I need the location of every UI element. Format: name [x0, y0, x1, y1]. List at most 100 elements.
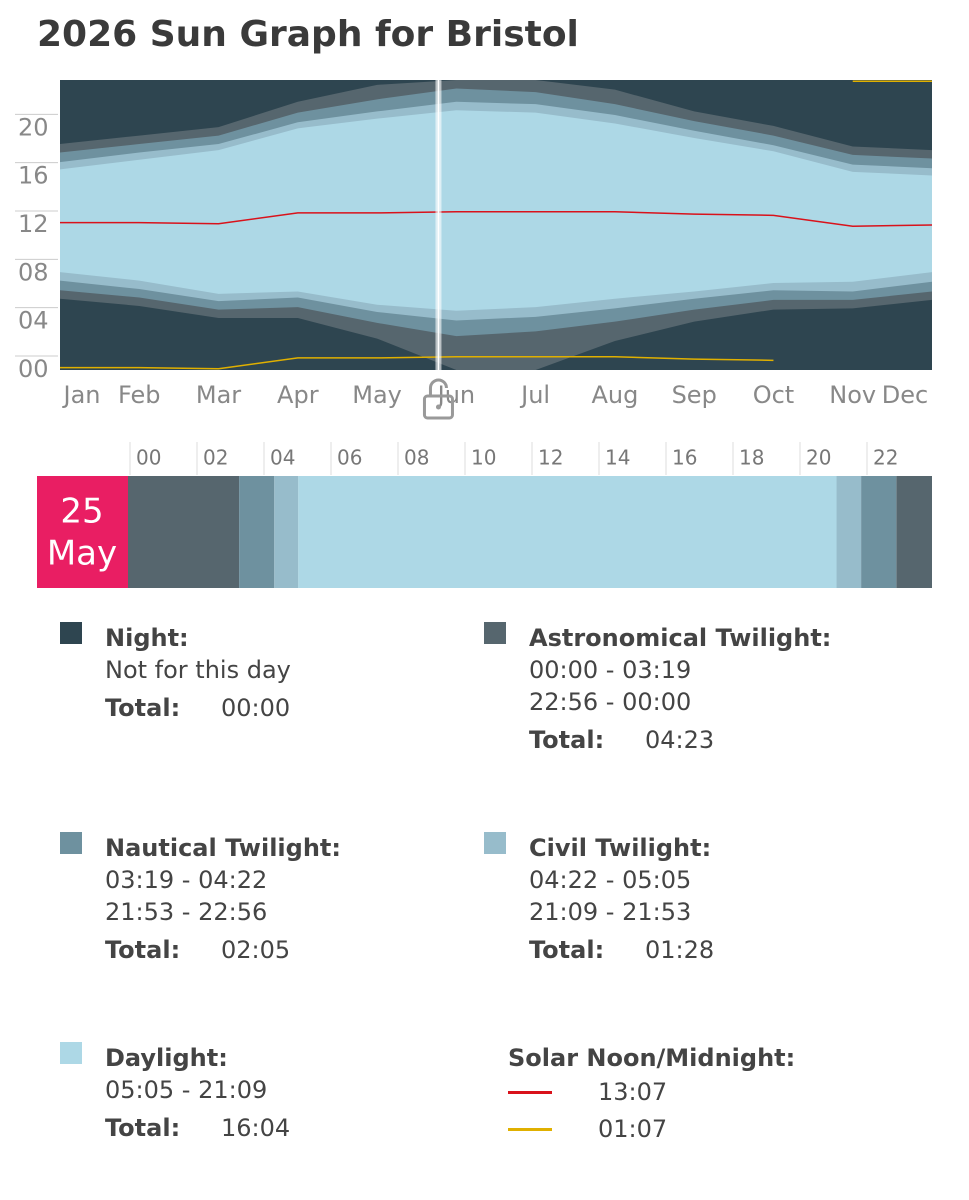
x-tick-label: Sep [672, 381, 717, 409]
lock-icon[interactable] [422, 378, 454, 420]
total-label: Total: [529, 936, 605, 964]
hour-tick-label: 06 [337, 446, 362, 470]
hour-tick-label: 12 [538, 446, 563, 470]
total-label: Total: [105, 1114, 181, 1142]
total-value: 00:00 [221, 694, 291, 722]
solar-swatch [508, 1091, 552, 1094]
legend-line: 05:05 - 21:09 [105, 1076, 268, 1104]
legend-line: 21:53 - 22:56 [105, 898, 268, 926]
solar-value: 01:07 [598, 1115, 668, 1143]
legend-item: Night: Not for this day Total: 00:00 [60, 622, 460, 724]
x-tick-label: Apr [277, 381, 319, 409]
legend-text: Daylight: 05:05 - 21:09 Total: 16:04 [105, 1042, 460, 1144]
day-segment [298, 476, 837, 588]
legend-item: Civil Twilight: 04:22 - 05:05 21:09 - 21:5… [484, 832, 884, 966]
solar-legend: Solar Noon/Midnight: 13:07 01:07 [508, 1042, 908, 1148]
solar-title: Solar Noon/Midnight: [508, 1044, 796, 1072]
hour-tick-label: 10 [471, 446, 496, 470]
total-value: 01:28 [645, 936, 715, 964]
x-tick-label: May [352, 381, 402, 409]
total-value: 04:23 [645, 726, 715, 754]
x-tick-label: Aug [591, 381, 638, 409]
date-month: May [47, 534, 117, 574]
legend-line: Not for this day [105, 656, 291, 684]
legend-swatch [60, 622, 82, 644]
y-tick-label: 20 [18, 113, 49, 141]
legend-title: Night: [105, 624, 189, 652]
legend-line: 00:00 - 03:19 [529, 656, 692, 684]
noon-line [60, 210, 933, 227]
x-tick-label: Nov [829, 381, 876, 409]
date-box [37, 476, 128, 588]
day-segment [896, 476, 932, 588]
legend-total: Total: 16:04 [105, 1112, 460, 1144]
hour-tick-label: 08 [404, 446, 429, 470]
legend-total: Total: 01:28 [529, 934, 884, 966]
hour-tick-label: 04 [270, 446, 295, 470]
lock-hole [435, 404, 441, 410]
day-segment [836, 476, 862, 588]
page-title: 2026 Sun Graph for Bristol [37, 14, 579, 55]
total-value: 02:05 [221, 936, 291, 964]
legend-text: Astronomical Twilight: 00:00 - 03:19 22:56… [529, 622, 884, 756]
solar-row: 13:07 [508, 1074, 908, 1111]
x-tick-label: Oct [753, 381, 795, 409]
legend-total: Total: 04:23 [529, 724, 884, 756]
x-tick-label: Dec [882, 381, 928, 409]
day-segment [861, 476, 897, 588]
y-tick-label: 16 [18, 162, 49, 190]
day-segment [128, 476, 240, 588]
hour-tick-label: 16 [672, 446, 697, 470]
y-tick-label: 00 [18, 355, 49, 383]
hour-tick-label: 00 [136, 446, 161, 470]
y-tick-label: 12 [18, 210, 49, 238]
y-tick-label: 08 [18, 258, 49, 286]
legend-line: 03:19 - 04:22 [105, 866, 268, 894]
hour-tick-label: 14 [605, 446, 630, 470]
legend-total: Total: 00:00 [105, 692, 460, 724]
solar-value: 13:07 [598, 1078, 668, 1106]
legend-text: Civil Twilight: 04:22 - 05:05 21:09 - 21:5… [529, 832, 884, 966]
legend-text: Nautical Twilight: 03:19 - 04:22 21:53 - 2… [105, 832, 460, 966]
legend-swatch [484, 622, 506, 644]
hour-tick-label: 22 [873, 446, 898, 470]
lock-body [422, 394, 454, 420]
hour-tick-label: 20 [806, 446, 831, 470]
legend-swatch [60, 832, 82, 854]
day-segment [274, 476, 299, 588]
legend-line: 21:09 - 21:53 [529, 898, 692, 926]
legend-title: Astronomical Twilight: [529, 624, 832, 652]
total-label: Total: [105, 694, 181, 722]
date-day: 25 [60, 492, 103, 532]
solar-swatch [508, 1128, 552, 1131]
legend-item: Astronomical Twilight: 00:00 - 03:19 22:56… [484, 622, 884, 756]
x-tick-label: Feb [118, 381, 161, 409]
legend-item: Daylight: 05:05 - 21:09 Total: 16:04 [60, 1042, 460, 1144]
legend-total: Total: 02:05 [105, 934, 460, 966]
x-tick-label: Jul [519, 381, 550, 409]
solar-row: 01:07 [508, 1111, 908, 1148]
x-tick-label: Jan [62, 381, 101, 409]
hour-tick-label: 02 [203, 446, 228, 470]
legend-item: Nautical Twilight: 03:19 - 04:22 21:53 - 2… [60, 832, 460, 966]
hour-tick-label: 18 [739, 446, 764, 470]
legend-title: Daylight: [105, 1044, 228, 1072]
legend-text: Night: Not for this day Total: 00:00 [105, 622, 460, 724]
x-tick-label: Mar [196, 381, 241, 409]
legend-line: 04:22 - 05:05 [529, 866, 692, 894]
total-value: 16:04 [221, 1114, 291, 1142]
y-tick-label: 04 [18, 307, 49, 335]
twilight-band [60, 110, 932, 311]
legend-title: Nautical Twilight: [105, 834, 341, 862]
legend-title: Civil Twilight: [529, 834, 712, 862]
total-label: Total: [529, 726, 605, 754]
legend-swatch [484, 832, 506, 854]
lock-shackle [428, 378, 448, 396]
legend-swatch [60, 1042, 82, 1064]
midnight-line [60, 355, 774, 370]
day-segment [239, 476, 275, 588]
total-label: Total: [105, 936, 181, 964]
legend-line: 22:56 - 00:00 [529, 688, 692, 716]
